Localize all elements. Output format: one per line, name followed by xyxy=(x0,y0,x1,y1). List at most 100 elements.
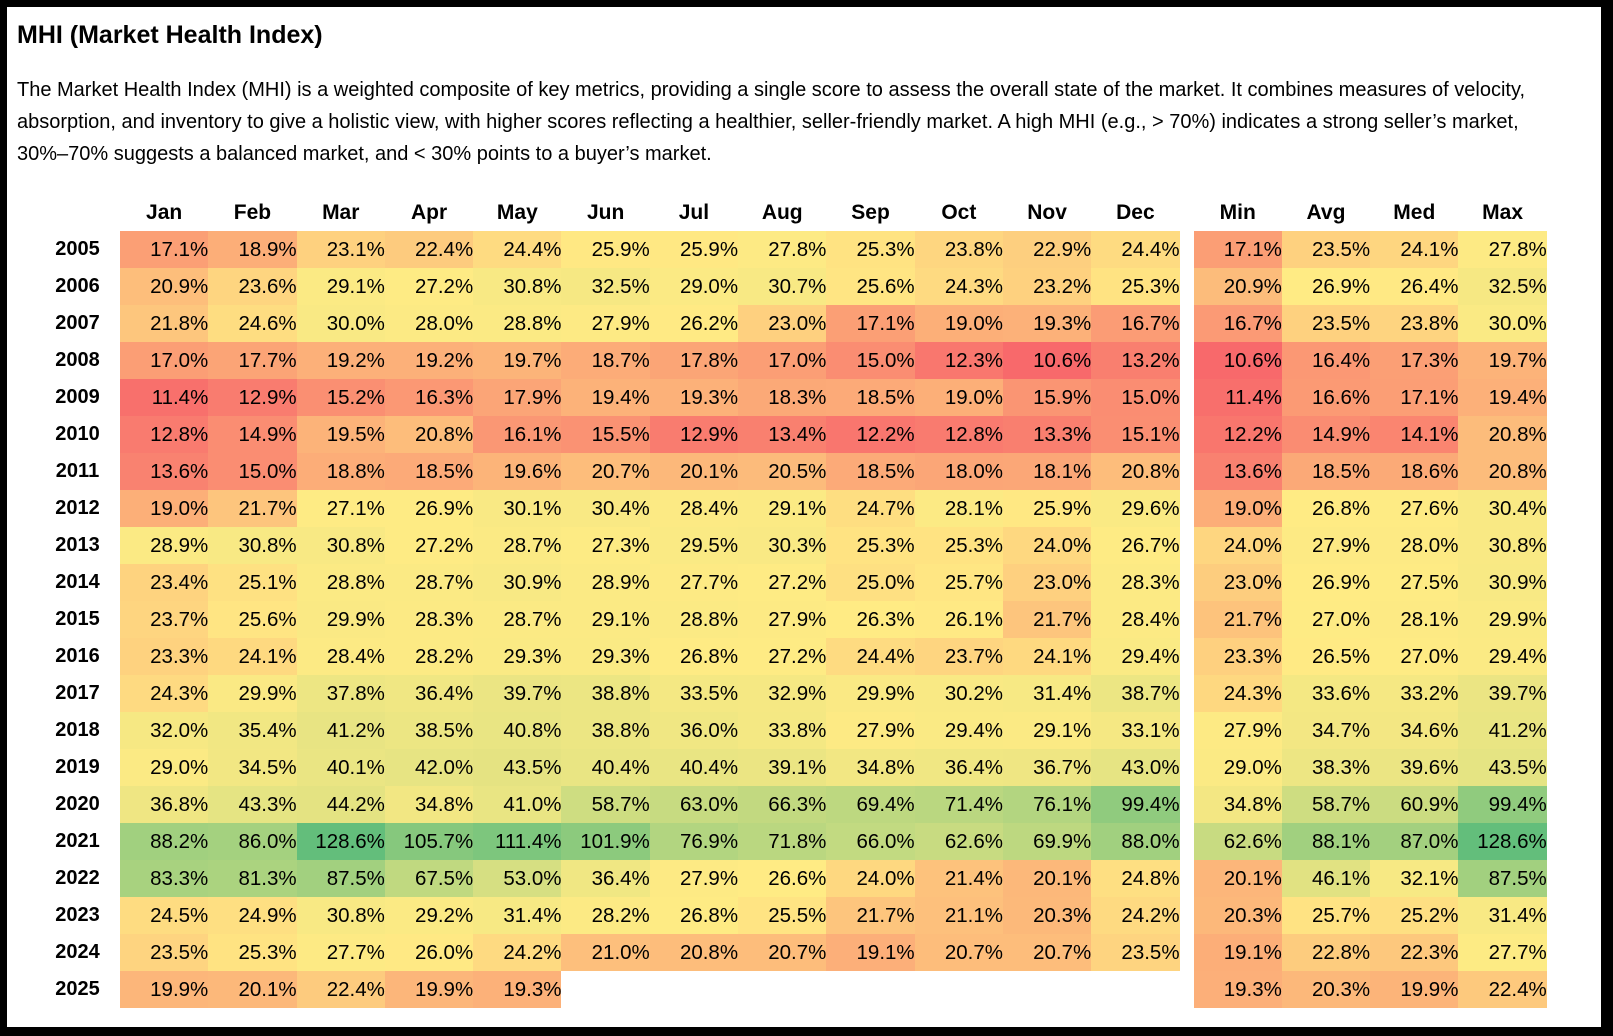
row-year-label: 2012 xyxy=(55,497,100,519)
empty-cell xyxy=(1091,971,1179,1008)
report-panel: MHI (Market Health Index) The Market Hea… xyxy=(7,7,1601,1027)
stat-heat-cell: 33.2% xyxy=(1370,675,1459,712)
heat-cell: 25.3% xyxy=(826,231,915,268)
heat-cell: 26.8% xyxy=(649,638,739,675)
row-year-label: 2022 xyxy=(55,867,100,889)
heat-cell: 19.6% xyxy=(473,453,562,490)
heat-cell: 29.1% xyxy=(296,268,385,305)
stat-heat-cell: 30.8% xyxy=(1458,527,1547,564)
stat-heat-cell: 46.1% xyxy=(1281,860,1371,897)
column-header: Jul xyxy=(678,201,710,224)
heat-cell: 30.0% xyxy=(296,305,385,342)
heat-cell: 26.0% xyxy=(384,934,474,971)
stat-heat-cell: 14.9% xyxy=(1281,416,1371,453)
heat-cell: 58.7% xyxy=(561,786,650,823)
heat-cell: 29.0% xyxy=(120,749,209,786)
heat-cell: 27.9% xyxy=(826,712,915,749)
heat-cell: 42.0% xyxy=(384,749,474,786)
table-row: 2022 83.3% 81.3% 87.5% 67.5% 53.0% 36.4% 27.9% 2… xyxy=(35,860,1547,897)
heat-cell: 27.2% xyxy=(384,527,474,564)
gap-cell xyxy=(1179,342,1194,379)
stat-heat-cell: 23.8% xyxy=(1370,305,1459,342)
gap-cell xyxy=(1179,786,1194,823)
stat-heat-cell: 17.3% xyxy=(1370,342,1459,379)
stat-heat-cell: 26.9% xyxy=(1281,268,1371,305)
heat-cell: 25.0% xyxy=(826,564,915,601)
stat-heat-cell: 22.8% xyxy=(1281,934,1371,971)
gap-cell xyxy=(1179,490,1194,527)
stat-heat-cell: 27.9% xyxy=(1281,527,1371,564)
row-year-label: 2011 xyxy=(55,460,100,482)
heat-cell: 40.4% xyxy=(561,749,650,786)
heat-cell: 15.5% xyxy=(561,416,650,453)
row-year-label: 2025 xyxy=(55,978,100,1000)
table-row: 2017 24.3% 29.9% 37.8% 36.4% 39.7% 38.8% 33.5% 3… xyxy=(35,675,1547,712)
heat-cell: 128.6% xyxy=(296,823,385,860)
heat-cell: 21.7% xyxy=(826,897,915,934)
stat-heat-cell: 39.7% xyxy=(1458,675,1547,712)
stat-heat-cell: 19.3% xyxy=(1193,971,1282,1008)
heat-cell: 23.7% xyxy=(914,638,1003,675)
heat-cell: 22.9% xyxy=(1002,231,1092,268)
stat-heat-cell: 26.5% xyxy=(1281,638,1371,675)
row-year-label: 2023 xyxy=(55,904,100,926)
gap-cell xyxy=(1179,897,1194,934)
heat-cell: 29.4% xyxy=(914,712,1003,749)
heat-cell: 18.8% xyxy=(296,453,385,490)
heat-cell: 20.1% xyxy=(1002,860,1092,897)
heat-cell: 34.8% xyxy=(826,749,915,786)
heat-cell: 24.1% xyxy=(208,638,297,675)
stat-heat-cell: 18.6% xyxy=(1370,453,1459,490)
heat-cell: 29.4% xyxy=(1091,638,1180,675)
heat-cell: 28.4% xyxy=(296,638,385,675)
heat-cell: 21.8% xyxy=(120,305,209,342)
stat-column-header: Max xyxy=(1482,201,1524,224)
stat-heat-cell: 32.1% xyxy=(1370,860,1459,897)
heat-cell: 27.9% xyxy=(561,305,650,342)
stat-heat-cell: 17.1% xyxy=(1193,231,1282,268)
heat-cell: 86.0% xyxy=(208,823,297,860)
table-row: 2020 36.8% 43.3% 44.2% 34.8% 41.0% 58.7% 63.0% 6… xyxy=(35,786,1547,823)
heat-cell: 76.9% xyxy=(649,823,739,860)
table-row: 2015 23.7% 25.6% 29.9% 28.3% 28.7% 29.1% 28.8% 2… xyxy=(35,601,1547,638)
heat-cell: 17.9% xyxy=(473,379,562,416)
heat-cell: 28.7% xyxy=(384,564,474,601)
heat-cell: 30.3% xyxy=(738,527,827,564)
heat-cell: 29.1% xyxy=(1002,712,1092,749)
heat-cell: 32.0% xyxy=(120,712,209,749)
gap-cell xyxy=(1179,712,1194,749)
stat-heat-cell: 20.9% xyxy=(1193,268,1282,305)
heat-cell: 19.4% xyxy=(561,379,650,416)
stat-heat-cell: 21.7% xyxy=(1193,601,1282,638)
heat-cell: 44.2% xyxy=(296,786,385,823)
heat-cell: 40.1% xyxy=(296,749,385,786)
stat-heat-cell: 29.9% xyxy=(1458,601,1547,638)
heat-cell: 43.3% xyxy=(208,786,297,823)
stat-heat-cell: 30.4% xyxy=(1458,490,1547,527)
heat-cell: 25.3% xyxy=(1091,268,1180,305)
stat-heat-cell: 16.6% xyxy=(1281,379,1371,416)
heat-cell: 43.0% xyxy=(1091,749,1180,786)
column-header: Jan xyxy=(146,201,183,224)
table-row: 2023 24.5% 24.9% 30.8% 29.2% 31.4% 28.2% 26.8% 2… xyxy=(35,897,1547,934)
heat-cell: 25.6% xyxy=(208,601,297,638)
heat-cell: 40.4% xyxy=(649,749,739,786)
heat-cell: 66.0% xyxy=(826,823,915,860)
gap-cell xyxy=(1179,268,1194,305)
heat-cell: 28.3% xyxy=(1091,564,1180,601)
heat-cell: 19.0% xyxy=(914,305,1003,342)
empty-cell xyxy=(915,971,1003,1008)
heat-cell: 21.7% xyxy=(208,490,297,527)
stat-heat-cell: 87.5% xyxy=(1458,860,1547,897)
stat-heat-cell: 32.5% xyxy=(1458,268,1547,305)
heat-cell: 14.9% xyxy=(208,416,297,453)
table-row: 2009 11.4% 12.9% 15.2% 16.3% 17.9% 19.4% 19.3% 1… xyxy=(35,379,1547,416)
table-row: 2014 23.4% 25.1% 28.8% 28.7% 30.9% 28.9% 27.7% 2… xyxy=(35,564,1547,601)
stat-heat-cell: 19.4% xyxy=(1458,379,1547,416)
stat-heat-cell: 38.3% xyxy=(1281,749,1371,786)
heat-cell: 15.0% xyxy=(1091,379,1180,416)
heat-cell: 12.8% xyxy=(914,416,1003,453)
column-header: Aug xyxy=(761,201,803,224)
heat-cell: 29.1% xyxy=(561,601,650,638)
page-title: MHI (Market Health Index) xyxy=(17,21,323,49)
